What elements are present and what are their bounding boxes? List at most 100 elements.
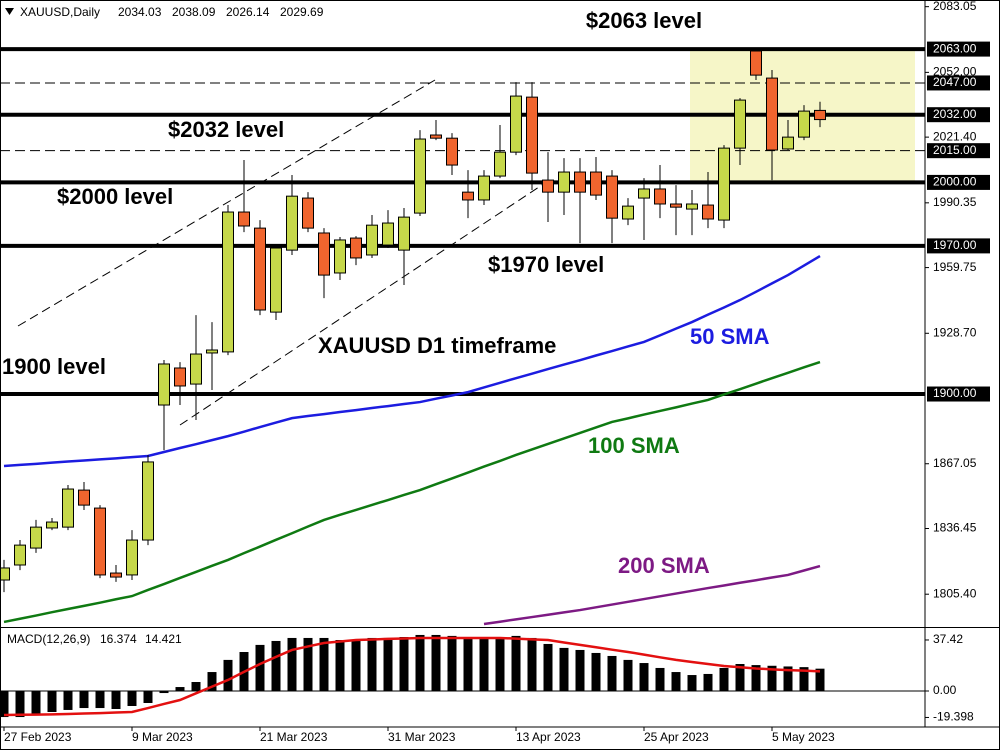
candle-body <box>414 138 426 214</box>
macd-bar <box>527 637 537 691</box>
y-tick-label: 2052.00 <box>933 65 977 79</box>
annotation: 1900 level <box>2 354 106 379</box>
series-label: 200 SMA <box>618 553 710 578</box>
candle-body <box>686 203 698 210</box>
candle-body <box>110 572 122 578</box>
candle-body <box>302 197 314 229</box>
annotation: XAUUSD D1 timeframe <box>318 333 556 358</box>
candle-body <box>206 349 218 354</box>
y-tick-label: 1836.45 <box>933 521 977 535</box>
macd-bar <box>719 667 729 691</box>
candle-body <box>462 191 474 201</box>
candle-body <box>734 99 746 149</box>
candle-body <box>494 151 506 177</box>
candle-body <box>334 239 346 274</box>
candle-body <box>270 247 282 313</box>
macd-bar <box>223 659 233 691</box>
annotation: $2032 level <box>168 117 284 142</box>
level-label-box <box>927 386 990 402</box>
level-label-box <box>927 143 990 159</box>
signal-value: 14.421 <box>145 632 182 646</box>
macd-bar <box>767 665 777 691</box>
x-tick-label: 9 Mar 2023 <box>132 730 193 744</box>
level-label-box <box>927 238 990 254</box>
level-label: 2047.00 <box>933 75 977 89</box>
macd-bar <box>255 644 265 691</box>
macd-bar <box>0 691 9 718</box>
macd-bar <box>655 667 665 691</box>
level-label: 2015.00 <box>933 143 977 157</box>
level-label: 2000.00 <box>933 175 977 189</box>
macd-bar <box>111 691 121 709</box>
candle-body <box>62 488 74 528</box>
symbol-title: XAUUSD,Daily <box>20 5 100 19</box>
macd-bar <box>623 659 633 691</box>
macd-bar <box>175 687 185 691</box>
macd-bar <box>591 652 601 691</box>
macd-bar <box>751 665 761 691</box>
level-label: 1900.00 <box>933 386 977 400</box>
y-tick-label: 1990.35 <box>933 195 977 209</box>
x-tick-label: 21 Mar 2023 <box>260 730 328 744</box>
candles <box>0 49 826 593</box>
x-tick-label: 27 Feb 2023 <box>4 730 72 744</box>
candle-body <box>814 109 826 121</box>
level-label-box <box>927 75 990 91</box>
candle-body <box>590 171 602 196</box>
macd-bar <box>31 691 41 715</box>
macd-bar <box>607 655 617 691</box>
candle-body <box>350 237 362 259</box>
level-label-box <box>927 41 990 57</box>
macd-bar <box>95 691 105 709</box>
dropdown-icon[interactable] <box>5 8 14 15</box>
x-tick-label: 25 Apr 2023 <box>644 730 709 744</box>
candle-body <box>510 95 522 153</box>
macd-bar <box>79 691 89 709</box>
macd-title: MACD(12,26,9) <box>7 632 90 646</box>
candle-body <box>366 224 378 256</box>
macd-bar <box>687 675 697 691</box>
level-label: 1970.00 <box>933 238 977 252</box>
macd-bar <box>783 666 793 691</box>
candle-body <box>574 171 586 193</box>
macd-bar <box>815 668 825 691</box>
channel-line <box>17 79 436 327</box>
candle-body <box>478 175 490 201</box>
candle-body <box>606 175 618 219</box>
candle-body <box>158 363 170 406</box>
candle-body <box>430 134 442 139</box>
sma-line <box>3 360 821 624</box>
annotation: $2063 level <box>586 8 702 33</box>
macd-bar <box>271 640 281 691</box>
macd-bar <box>559 647 569 691</box>
candle-body <box>254 227 266 311</box>
y-tick-label: 1928.70 <box>933 325 977 339</box>
candle-body <box>318 232 330 276</box>
macd-bar <box>47 691 57 712</box>
y-tick-label: 0.00 <box>933 683 957 697</box>
annotation: $1970 level <box>488 252 604 277</box>
candle-body <box>190 353 202 385</box>
macd-bar <box>191 682 201 691</box>
high-value: 2038.09 <box>172 5 216 19</box>
macd-bar <box>159 691 169 694</box>
macd-bar <box>399 637 409 691</box>
sma-line <box>483 564 821 626</box>
candle-body <box>702 204 714 220</box>
x-tick-label: 31 Mar 2023 <box>388 730 456 744</box>
macd-bar <box>143 691 153 703</box>
series-label: 100 SMA <box>588 433 680 458</box>
x-tick-label: 5 May 2023 <box>772 730 835 744</box>
candle-body <box>398 216 410 251</box>
y-tick-label: -19.398 <box>933 710 974 724</box>
level-label: 2063.00 <box>933 41 977 55</box>
candle-body <box>222 211 234 353</box>
macd-bar <box>479 637 489 691</box>
macd-bar <box>447 635 457 691</box>
macd-bar <box>287 637 297 691</box>
macd-bar <box>735 664 745 691</box>
y-tick-label: 1959.75 <box>933 260 977 274</box>
candle-body <box>782 136 794 150</box>
